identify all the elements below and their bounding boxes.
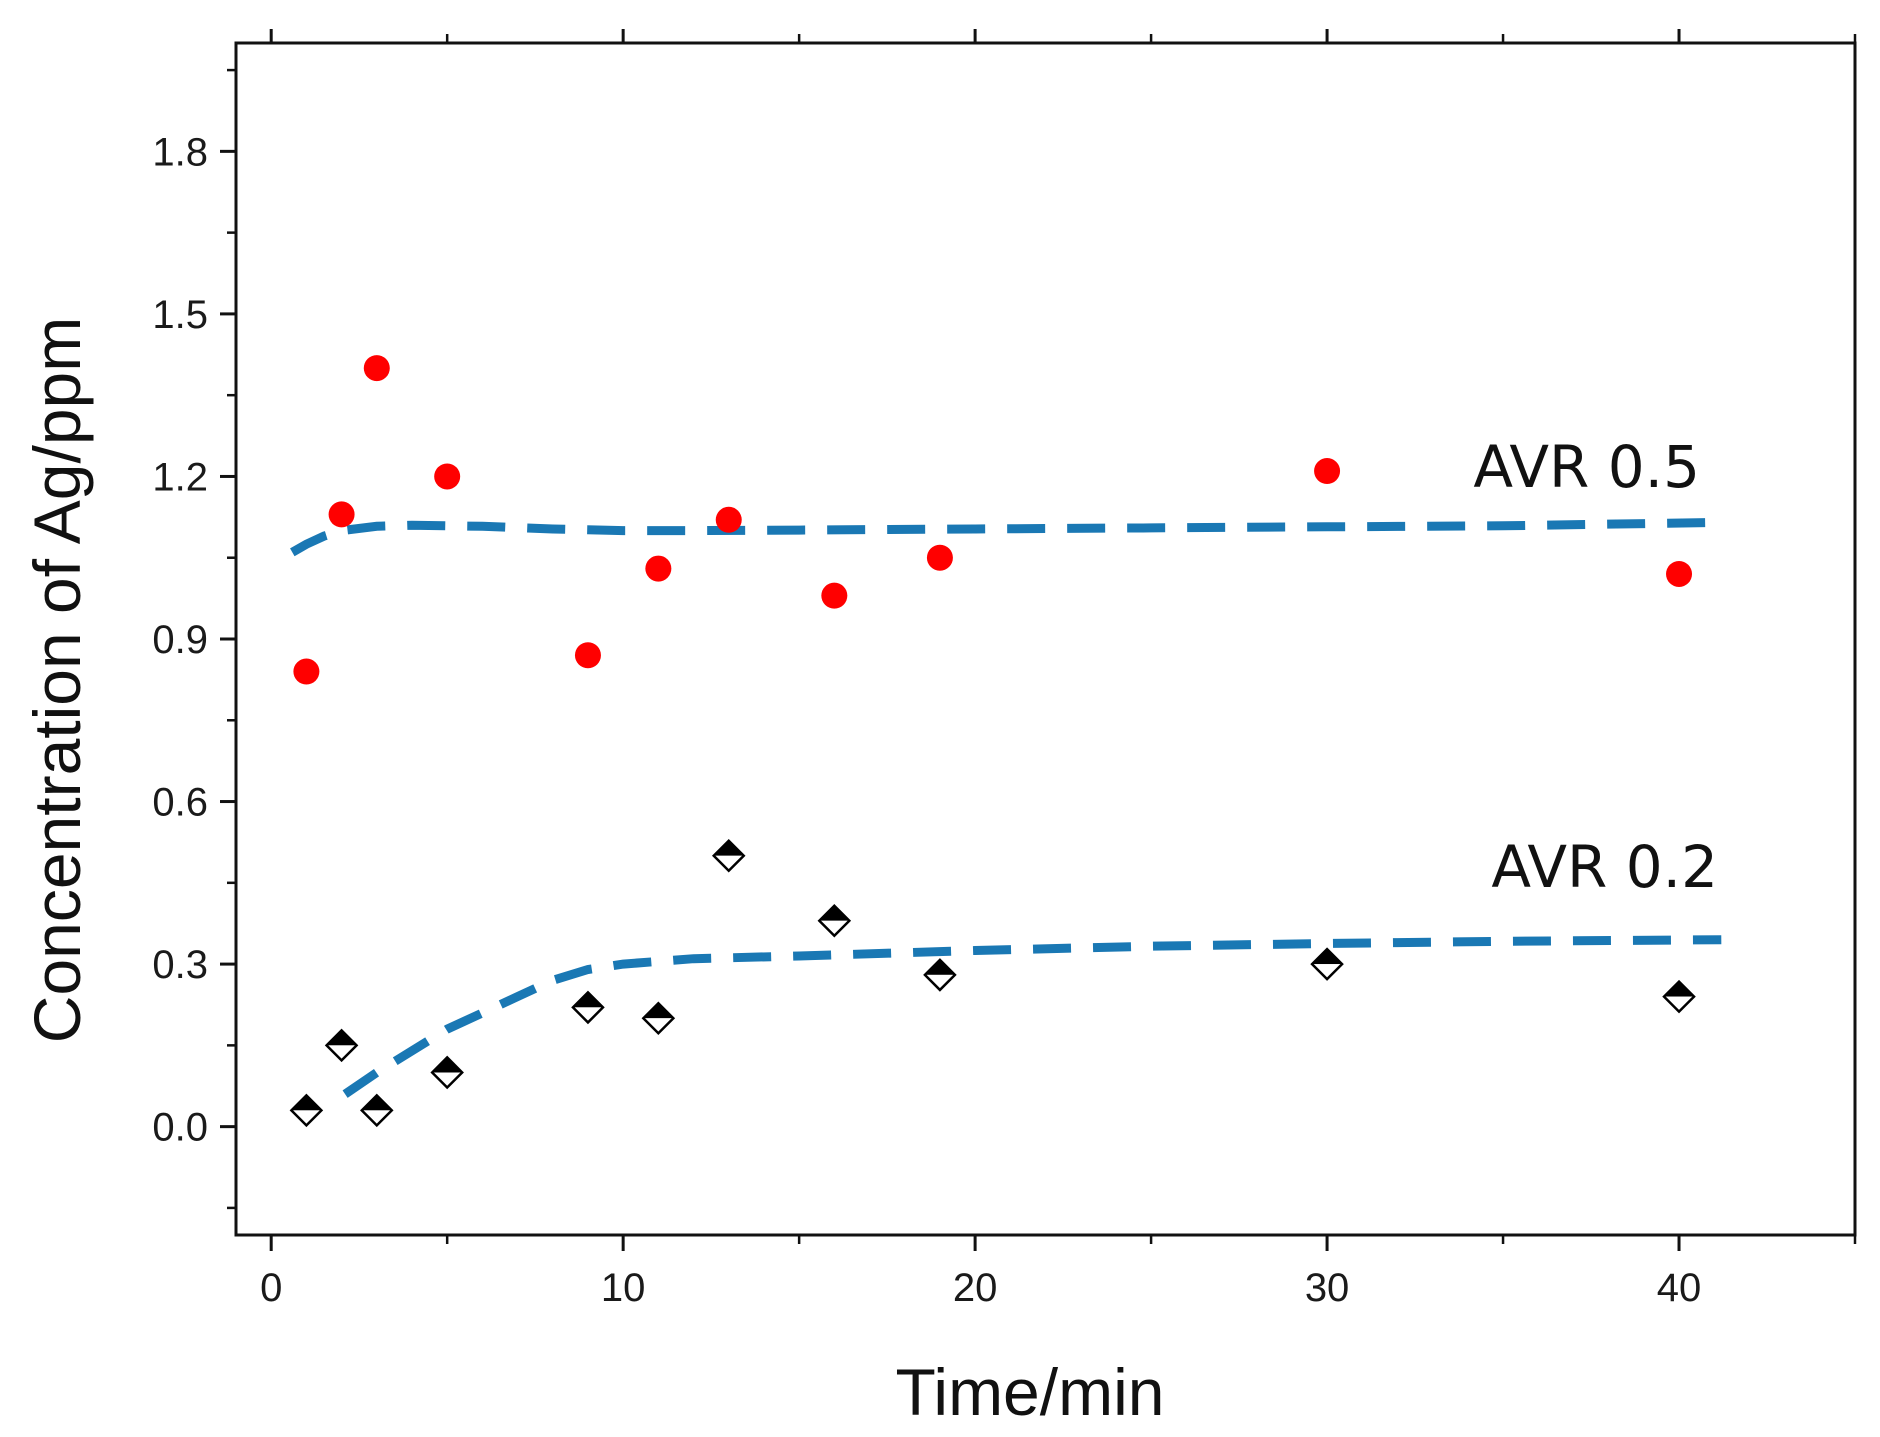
- y-tick-label: 0.6: [152, 781, 208, 825]
- diamond-outline: [817, 903, 852, 938]
- data-points: [289, 355, 1696, 1128]
- data-point-circle: [328, 501, 355, 528]
- data-point-circle: [1314, 458, 1341, 485]
- data-point-diamond: [324, 1028, 359, 1063]
- diamond-outline: [1310, 947, 1344, 981]
- data-point-circle: [363, 355, 390, 382]
- data-point-circle: [821, 582, 848, 609]
- data-point-circle: [434, 463, 461, 490]
- data-point-diamond: [289, 1093, 324, 1128]
- diamond-bottom-half: [572, 1007, 603, 1023]
- data-point-diamond: [360, 1093, 394, 1128]
- data-point-diamond: [711, 838, 746, 873]
- diamond-bottom-half: [1312, 964, 1343, 980]
- x-tick-label: 20: [953, 1266, 998, 1310]
- x-tick-label: 30: [1305, 1266, 1350, 1310]
- diamond-top-half: [1664, 981, 1695, 997]
- x-axis-title: Time/min: [896, 1355, 1165, 1429]
- data-point-circle: [574, 642, 601, 669]
- x-tick-label: 0: [260, 1266, 282, 1310]
- data-point-diamond: [641, 1001, 676, 1036]
- plot-frame: [234, 41, 1857, 1237]
- diamond-top-half: [713, 840, 744, 856]
- diamond-bottom-half: [713, 855, 744, 871]
- y-tick-label: 1.8: [152, 130, 208, 174]
- data-point-diamond: [817, 903, 852, 938]
- diamond-top-half: [643, 1003, 674, 1019]
- data-point-circle: [926, 544, 953, 571]
- diamond-outline: [641, 1001, 676, 1036]
- y-tick-label: 1.2: [152, 455, 208, 499]
- diamond-top-half: [924, 959, 955, 975]
- data-point-circle: [1666, 560, 1693, 587]
- fit-line: [290, 518, 1715, 557]
- diamond-outline: [571, 990, 605, 1025]
- annotation-avr-0-5: AVR 0.5: [1473, 433, 1700, 501]
- diamond-bottom-half: [1664, 996, 1695, 1012]
- x-tick-label: 40: [1657, 1266, 1702, 1310]
- diamond-top-half: [1312, 949, 1343, 965]
- diamond-bottom-half: [643, 1018, 674, 1034]
- diamond-bottom-half: [819, 920, 850, 936]
- diamond-top-half: [819, 905, 850, 921]
- diamond-top-half: [291, 1095, 322, 1111]
- diamond-bottom-half: [924, 974, 955, 990]
- y-axis-title: Concentration of Ag/ppm: [20, 317, 94, 1043]
- fit-curves: [290, 518, 1722, 1098]
- diamond-bottom-half: [361, 1110, 392, 1126]
- x-tick-label: 10: [601, 1266, 646, 1310]
- y-tick-label: 1.5: [152, 293, 208, 337]
- diamond-outline: [1662, 979, 1696, 1014]
- y-tick-label: 0.3: [152, 943, 208, 987]
- data-point-circle: [645, 555, 672, 582]
- diamond-bottom-half: [432, 1072, 463, 1088]
- data-point-diamond: [1662, 979, 1696, 1014]
- annotation-avr-0-2: AVR 0.2: [1491, 833, 1718, 901]
- diamond-outline: [324, 1028, 359, 1063]
- diamond-top-half: [432, 1057, 463, 1073]
- diamond-outline: [360, 1093, 394, 1128]
- data-point-diamond: [571, 990, 605, 1025]
- data-point-diamond: [1310, 947, 1344, 981]
- fit-line: [342, 935, 1722, 1098]
- diamond-top-half: [361, 1095, 392, 1111]
- diamond-bottom-half: [326, 1045, 357, 1061]
- diamond-top-half: [326, 1030, 357, 1046]
- diamond-top-half: [572, 992, 603, 1008]
- y-tick-label: 0.0: [152, 1106, 208, 1150]
- data-point-diamond: [430, 1055, 464, 1090]
- diamond-outline: [430, 1055, 464, 1090]
- diamond-outline: [711, 838, 746, 873]
- data-point-circle: [293, 658, 320, 685]
- diamond-outline: [289, 1093, 324, 1128]
- diamond-outline: [923, 958, 957, 992]
- diamond-bottom-half: [291, 1110, 322, 1126]
- y-tick-label: 0.9: [152, 618, 208, 662]
- data-point-diamond: [923, 958, 957, 992]
- data-point-circle: [715, 506, 742, 533]
- axis-ticks: 0 10 20 30 40 0.0 0.3 0.6 0.9 1.2 1.5 1.8: [152, 29, 1857, 1310]
